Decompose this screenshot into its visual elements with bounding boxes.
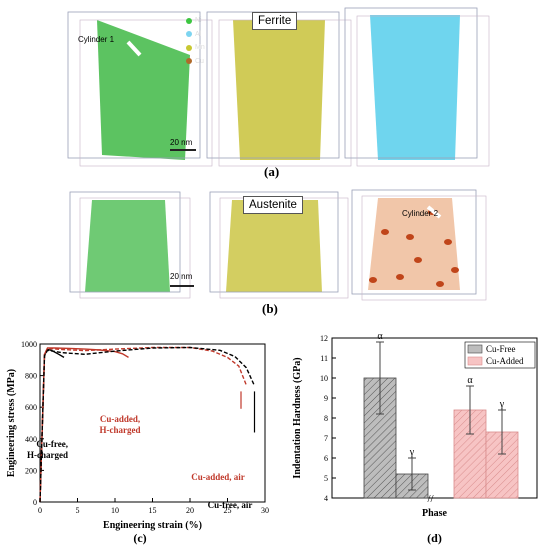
legend-item-mn: Mn [186, 41, 205, 55]
legend-label: Cu [195, 57, 204, 65]
y-tick-label: 9 [324, 394, 328, 403]
y-tick-label: 10 [320, 374, 328, 383]
annotation-label: Cu-added, air [191, 472, 245, 482]
cu-cluster [436, 281, 444, 287]
legend-label: Cu-Added [486, 356, 524, 366]
legend-label: Al [195, 30, 202, 38]
panel-b: Austenite Cylinder 2 20 nm (b) [0, 182, 550, 317]
legend-dot-icon [186, 17, 192, 24]
cu-clusters [369, 209, 459, 287]
stress-strain-chart: 0 5 10 15 20 25 30 0 200 400 600 800 1000 Engineering… [6, 340, 269, 545]
cu-cluster [444, 239, 452, 245]
cylinder-1-label: Cylinder 1 [78, 35, 115, 44]
series-line [39, 346, 247, 503]
apt-box-1 [67, 11, 213, 167]
x-tick-label: 30 [261, 506, 269, 515]
cu-cluster [369, 277, 377, 283]
y-tick-label: 600 [25, 403, 37, 412]
bar-phase-label: α [377, 331, 383, 342]
x-axis-label: Engineering strain (%) [103, 520, 202, 531]
x-tick-label: 10 [111, 506, 119, 515]
axis-break-icon: // [427, 493, 434, 505]
legend-item-al: Al [186, 28, 205, 42]
legend-item-ni: Ni [186, 14, 205, 28]
series-line [39, 346, 255, 503]
y-tick-label: 4 [324, 494, 328, 503]
x-tick-label: 0 [38, 506, 42, 515]
x-tick-label: 15 [149, 506, 157, 515]
scale-bar-label-a: 20 nm [170, 138, 193, 147]
cylinder-2-label: Cylinder 2 [402, 209, 439, 218]
legend-swatch [467, 356, 483, 366]
apt-reconstructions-a [67, 7, 490, 167]
apt-box-3 [344, 7, 490, 167]
y-tick-label: 8 [324, 414, 328, 423]
panel-a: Ferrite Cylinder 1 Ni Al Mn Cu 20 nm (a) [0, 0, 550, 185]
legend-dot-icon [186, 44, 192, 51]
annotation-label: H-charged [27, 450, 68, 460]
apt-reconstructions-b [69, 189, 487, 301]
y-axis-label: Engineering stress (MPa) [6, 369, 17, 477]
annotation-label: Cu-free, air [208, 500, 253, 510]
austenite-label: Austenite [243, 196, 303, 214]
legend-swatch [467, 344, 483, 354]
y-tick-label: 200 [25, 466, 37, 475]
x-axis-label: Phase [422, 508, 448, 519]
scale-bar-label-b: 20 nm [170, 272, 193, 281]
x-tick-label: 25 [224, 506, 232, 515]
apt-box-4 [69, 191, 194, 299]
y-axis-label: Indentation Hardness (GPa) [292, 357, 303, 478]
bar-phase-label: γ [409, 447, 415, 458]
cu-cluster [451, 267, 459, 273]
apt-box-6 [351, 189, 487, 301]
y-tick-label: 5 [324, 474, 328, 483]
caption-d: (d) [427, 531, 442, 545]
ferrite-label: Ferrite [252, 12, 298, 30]
legend-label: Cu-Free [486, 344, 516, 354]
element-legend: Ni Al Mn Cu [186, 14, 205, 68]
apt-box-2 [206, 11, 352, 167]
y-tick-label: 11 [320, 354, 328, 363]
legend-item-cu: Cu [186, 55, 205, 69]
y-tick-label: 800 [25, 372, 37, 381]
annotation-label: Cu-free, [36, 439, 68, 449]
y-tick-label: 400 [25, 435, 37, 444]
cu-cluster [381, 229, 389, 235]
legend-label: Ni [195, 17, 202, 24]
legend-dot-icon [186, 31, 192, 38]
x-tick-label: 20 [186, 506, 194, 515]
y-tick-label: 6 [324, 454, 328, 463]
annotation-label: Cu-added, [100, 414, 140, 424]
hardness-bar-chart: 4 5 6 7 8 9 10 11 12 Indentation Hardness (GPa) Ph… [292, 331, 538, 545]
y-tick-label: 1000 [21, 340, 37, 349]
annotation-label: H-charged [100, 425, 141, 435]
y-tick-label: 12 [320, 334, 328, 343]
bar-phase-label: γ [499, 399, 505, 410]
x-tick-label: 5 [76, 506, 80, 515]
y-tick-label: 7 [324, 434, 328, 443]
cu-cluster [414, 257, 422, 263]
cu-cluster [396, 274, 404, 280]
y-tick-label: 0 [33, 498, 37, 507]
caption-a: (a) [264, 164, 280, 179]
bar-phase-label: α [467, 375, 473, 386]
cu-cluster [406, 234, 414, 240]
legend-label: Mn [195, 44, 205, 51]
legend-dot-icon [186, 58, 192, 65]
caption-c: (c) [133, 531, 146, 545]
caption-b: (b) [262, 301, 278, 316]
